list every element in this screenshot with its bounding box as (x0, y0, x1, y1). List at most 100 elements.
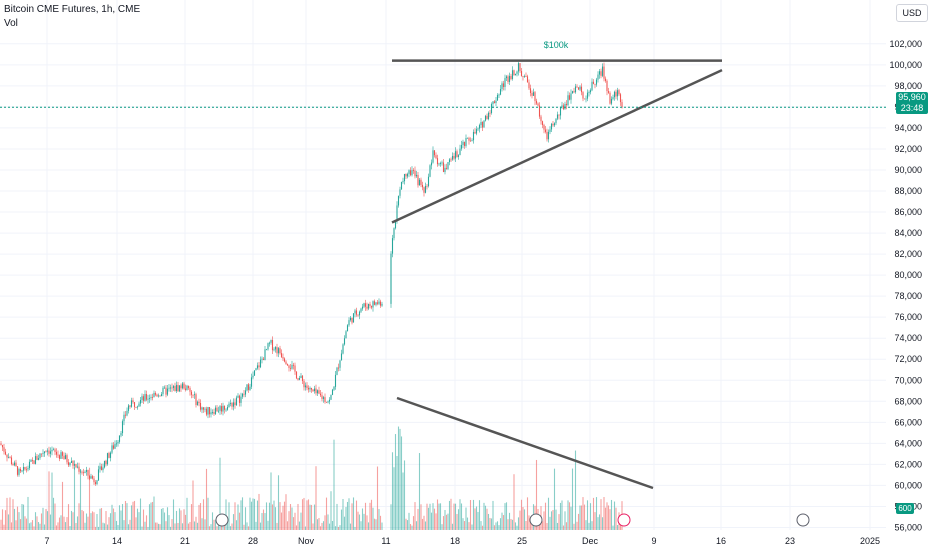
candle-body (334, 374, 337, 387)
candle-body (564, 103, 566, 110)
candle-body (171, 387, 173, 389)
candle-body (523, 76, 526, 77)
candle-body (592, 81, 595, 84)
candle-body (459, 148, 461, 156)
candle-body (330, 394, 332, 400)
candle-body (69, 462, 71, 466)
volume-bar (318, 517, 320, 530)
volume-bar (240, 500, 242, 530)
price-tick-label: 56,000 (894, 522, 922, 532)
volume-bar (106, 524, 109, 530)
candle-body (258, 365, 260, 368)
candle-body (535, 100, 538, 104)
volume-bar (442, 516, 445, 530)
candle-body (507, 76, 509, 82)
candle-body (526, 76, 529, 83)
volume-bar (489, 517, 491, 530)
volume-bar (550, 511, 553, 530)
volume-bar (18, 512, 20, 530)
time-tick-label: 14 (112, 536, 122, 546)
volume-bar (40, 513, 43, 530)
candle-body (114, 443, 116, 449)
volume-bar (367, 522, 370, 530)
volume-bar (309, 504, 311, 530)
candle-body (556, 114, 559, 119)
candle-body (6, 454, 8, 458)
candle-body (73, 464, 76, 466)
candle-body (480, 122, 482, 126)
volume-bar (439, 503, 442, 530)
volume-bar (586, 500, 589, 530)
candle-body (219, 406, 221, 411)
candle-body (573, 91, 575, 93)
candle-body (576, 86, 578, 88)
volume-bar (237, 504, 239, 530)
last-price-value: 95,960 (898, 92, 926, 102)
candle-body (121, 421, 124, 434)
volume-bar (460, 503, 463, 530)
candle-body (460, 144, 463, 149)
candle-body (222, 405, 224, 412)
candle-body (9, 457, 11, 459)
volume-bar (168, 515, 170, 530)
candle-body (96, 480, 98, 484)
candle-body (492, 101, 494, 105)
candle-body (105, 460, 107, 465)
candle-body (321, 395, 323, 399)
volume-bar (522, 506, 524, 530)
volume-bar (402, 472, 404, 530)
volume-bar (205, 468, 208, 530)
candle-body (450, 159, 452, 161)
volume-bar (466, 517, 469, 530)
trendlines: $100k (0, 40, 886, 527)
candle-body (360, 308, 362, 312)
candle-body (390, 253, 392, 304)
candle-body (39, 453, 41, 459)
volume-bar (576, 521, 578, 530)
volume-bar (525, 520, 527, 530)
price-annotation: $100k (544, 40, 569, 50)
price-tick-label: 98,000 (894, 81, 922, 91)
volume-bar (468, 522, 470, 530)
candle-body (522, 76, 524, 77)
candle-body (541, 121, 544, 125)
volume-bar (280, 512, 283, 530)
candle-body (178, 385, 181, 392)
candle-body (214, 407, 217, 414)
volume-bar (99, 508, 101, 530)
time-tick-label: 18 (450, 536, 460, 546)
candle-body (408, 170, 410, 174)
volume-bar (51, 472, 53, 530)
volume-bar (298, 521, 301, 530)
volume-bar (7, 514, 10, 530)
candle-body (109, 452, 112, 458)
candle-body (618, 90, 620, 95)
candle-body (580, 86, 583, 93)
volume-bar (4, 510, 7, 530)
volume-bar (516, 525, 518, 530)
candle-body (520, 71, 523, 77)
candle-body (259, 359, 262, 368)
candle-body (22, 466, 25, 471)
volume-bar (477, 511, 479, 530)
volume-bar (1, 509, 4, 530)
candle-body (531, 93, 533, 96)
volume-bar (211, 512, 214, 530)
candle-body (213, 412, 215, 414)
volume-bar (195, 516, 197, 530)
volume-bar (555, 509, 557, 530)
candle-body (144, 394, 146, 401)
candle-body (25, 469, 28, 471)
currency-button[interactable]: USD (896, 4, 928, 22)
volume-bar (328, 523, 331, 530)
volume-bar (232, 514, 235, 530)
candle-body (76, 466, 79, 468)
candle-body (378, 301, 380, 304)
candle-body (502, 83, 505, 87)
volume-bar (130, 505, 133, 530)
candle-body (186, 385, 188, 390)
volume-bar (600, 499, 602, 530)
volume-bar (112, 508, 115, 530)
volume-bar (505, 502, 508, 530)
